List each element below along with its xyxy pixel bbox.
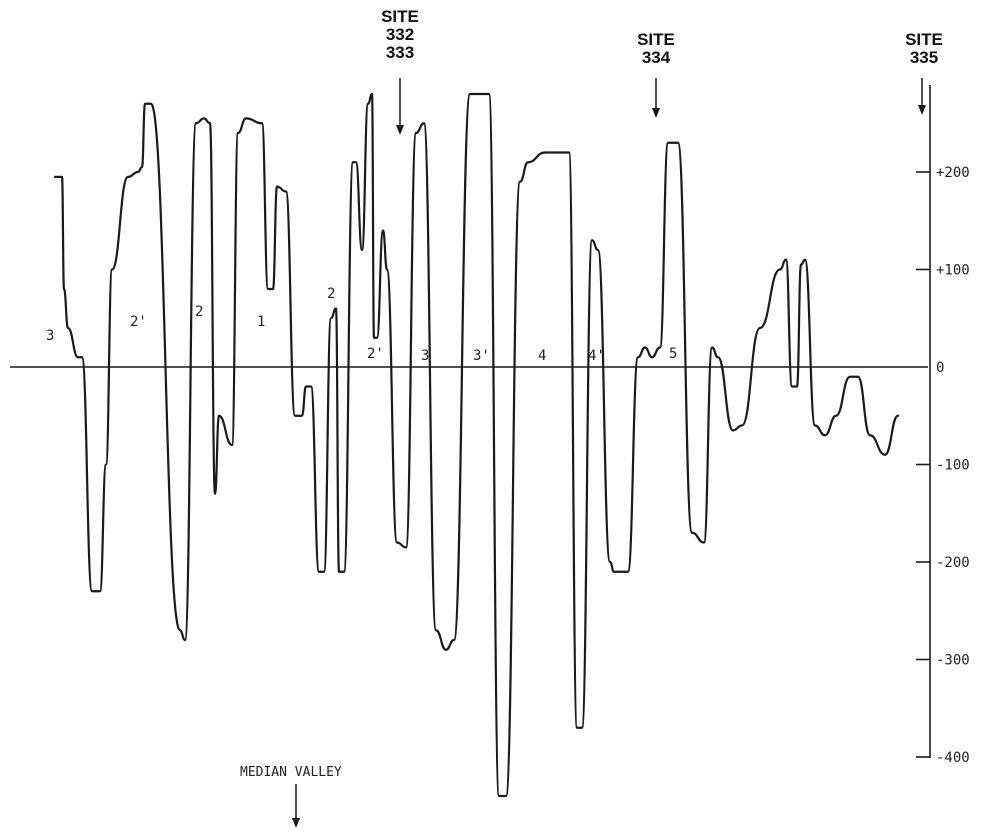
site-label: SITE [637,30,675,49]
anomaly-label: 3 [421,348,429,364]
site-arrow-head [652,108,660,118]
y-axis-ticks: +200 +100 0 -100 -200 -300 -400 [916,165,970,766]
anomaly-label: 2' [367,346,384,362]
site-label: 333 [386,43,414,62]
median-valley-label: MEDIAN VALLEY [240,765,342,780]
y-tick-label: +200 [936,165,970,181]
site-label: 332 [386,25,414,44]
y-tick-label: -400 [936,750,970,766]
y-tick-label: +100 [936,263,970,279]
anomaly-label: 2' [130,314,147,330]
anomaly-label: 4' [588,348,605,364]
anomaly-number-labels: 3 2' 2 1 2 2' 3 3' 4 4' 5 [46,286,677,364]
y-tick-label: -300 [936,653,970,669]
anomaly-label: 3 [46,328,54,344]
y-tick-label: -100 [936,458,970,474]
y-tick-label: -200 [936,555,970,571]
site-arrow-head [396,125,404,135]
anomaly-label: 2 [195,304,203,320]
site-label: SITE [905,30,943,49]
anomaly-label: 5 [669,346,677,362]
series-line-magnetic-profile [53,92,900,798]
y-tick-label: 0 [936,360,944,376]
site-arrow-head [918,105,926,115]
median-valley-marker: MEDIAN VALLEY [240,765,342,828]
anomaly-label: 1 [257,314,265,330]
anomaly-label: 4 [538,348,546,364]
anomaly-label: 3' [473,348,490,364]
site-label: 334 [642,48,671,67]
site-label: 335 [910,48,938,67]
anomaly-label: 2 [327,286,335,302]
site-label: SITE [381,7,419,26]
median-valley-arrow-head [292,818,300,828]
